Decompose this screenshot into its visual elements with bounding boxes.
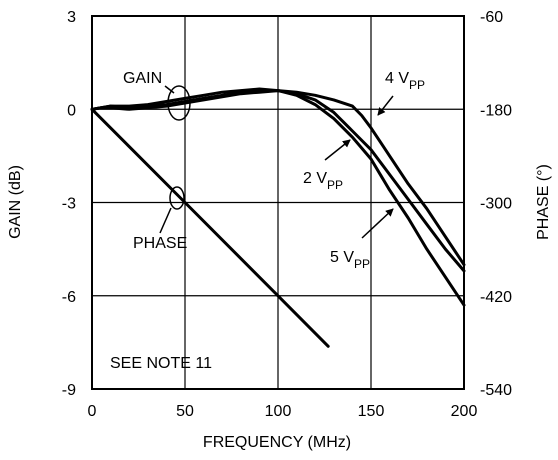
gain-leader-line [164,85,175,94]
annotations: GAIN PHASE 4 VPP 2 VPP 5 VPP SEE NOTE 11 [110,70,425,372]
series-layer [90,87,466,348]
y-right-tick-label-0: -60 [480,9,503,26]
x-tick-label-1: 50 [176,403,194,420]
plot-frame [91,15,465,390]
label-4vpp: 4 VPP [385,70,425,92]
y-axis-left-label: GAIN (dB) [7,165,24,239]
x-axis-label: FREQUENCY (MHz) [203,434,351,451]
phase-marker-ellipse [169,186,185,210]
gain-marker-ellipse [167,85,191,121]
y-left-tick-label-1: 0 [67,102,76,119]
x-tick-label-2: 100 [265,403,292,420]
label-2vpp: 2 VPP [303,170,343,192]
x-tick-label-0: 0 [88,403,97,420]
phase-leader-line [159,207,172,234]
y-right-tick-label-1: -180 [480,102,512,119]
x-tick-label-3: 150 [358,403,385,420]
ticks-layer: 0 50 100 150 200 3 0 -3 -6 -9 -60 -180 -300 -420 -540 [62,9,512,420]
y-axis-right-label: PHASE (°) [535,164,552,240]
arrow-2vpp [324,139,351,161]
label-5vpp: 5 VPP [330,249,370,271]
y-left-tick-label-2: -3 [62,196,76,213]
y-right-tick-label-3: -420 [480,289,512,306]
x-tick-label-4: 200 [451,403,478,420]
see-note-label: SEE NOTE 11 [110,355,212,372]
y-left-tick-label-3: -6 [62,289,76,306]
y-left-tick-label-0: 3 [67,9,76,26]
gain-label: GAIN [123,70,162,87]
arrow-4vpp [377,95,394,116]
series-line-5-vpp [90,87,466,307]
y-left-tick-label-4: -9 [62,382,76,399]
phase-label: PHASE [133,235,187,252]
y-right-tick-label-4: -540 [480,382,512,399]
y-right-tick-label-2: -300 [480,196,512,213]
series-line-phase [90,107,330,348]
arrow-5vpp [361,208,394,239]
